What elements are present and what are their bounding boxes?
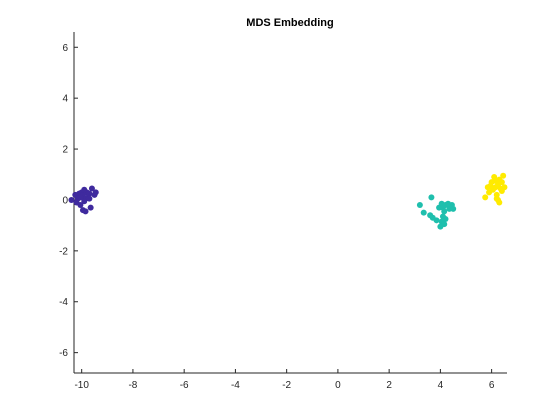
data-point [86,195,93,202]
x-tick-label: 0 [335,380,341,391]
data-point [416,202,423,209]
y-tick-label: 0 [62,195,68,206]
data-point [498,188,505,195]
data-point [492,177,499,184]
data-point [420,209,427,216]
data-point [493,195,500,202]
chart-title: MDS Embedding [246,17,333,29]
y-tick-label: -4 [59,297,68,308]
x-tick-label: -4 [231,380,240,391]
data-point [77,202,84,209]
x-tick-label: -8 [128,380,137,391]
y-tick-label: -2 [59,246,68,257]
data-point [441,221,448,228]
x-tick-label: 6 [489,380,495,391]
x-tick-label: -2 [282,380,291,391]
x-tick-label: 2 [386,380,392,391]
data-points [68,172,508,230]
data-point [484,184,491,191]
data-point [433,217,440,224]
data-point [500,172,507,179]
data-point [81,198,88,205]
data-point [81,186,88,193]
data-point [88,185,95,192]
data-point [482,194,489,201]
x-tick-label: -10 [74,380,89,391]
data-point [428,194,435,201]
y-tick-label: -6 [59,348,68,359]
y-tick-label: 2 [62,145,68,156]
data-point [82,208,89,215]
data-point [498,179,505,186]
data-point [441,208,448,215]
data-point [68,196,75,203]
y-tick-label: 6 [62,43,68,54]
data-point [74,195,81,202]
data-point [450,205,457,212]
y-tick-label: 4 [62,94,68,105]
x-tick-label: 4 [438,380,444,391]
data-point [91,191,98,198]
data-point [87,204,94,211]
ticks: -10 -8 -6 -4 -2 0 2 4 6 -6 -4 -2 0 2 4 6 [59,43,495,391]
data-point [442,216,449,223]
x-tick-label: -6 [180,380,189,391]
data-point [489,186,496,193]
